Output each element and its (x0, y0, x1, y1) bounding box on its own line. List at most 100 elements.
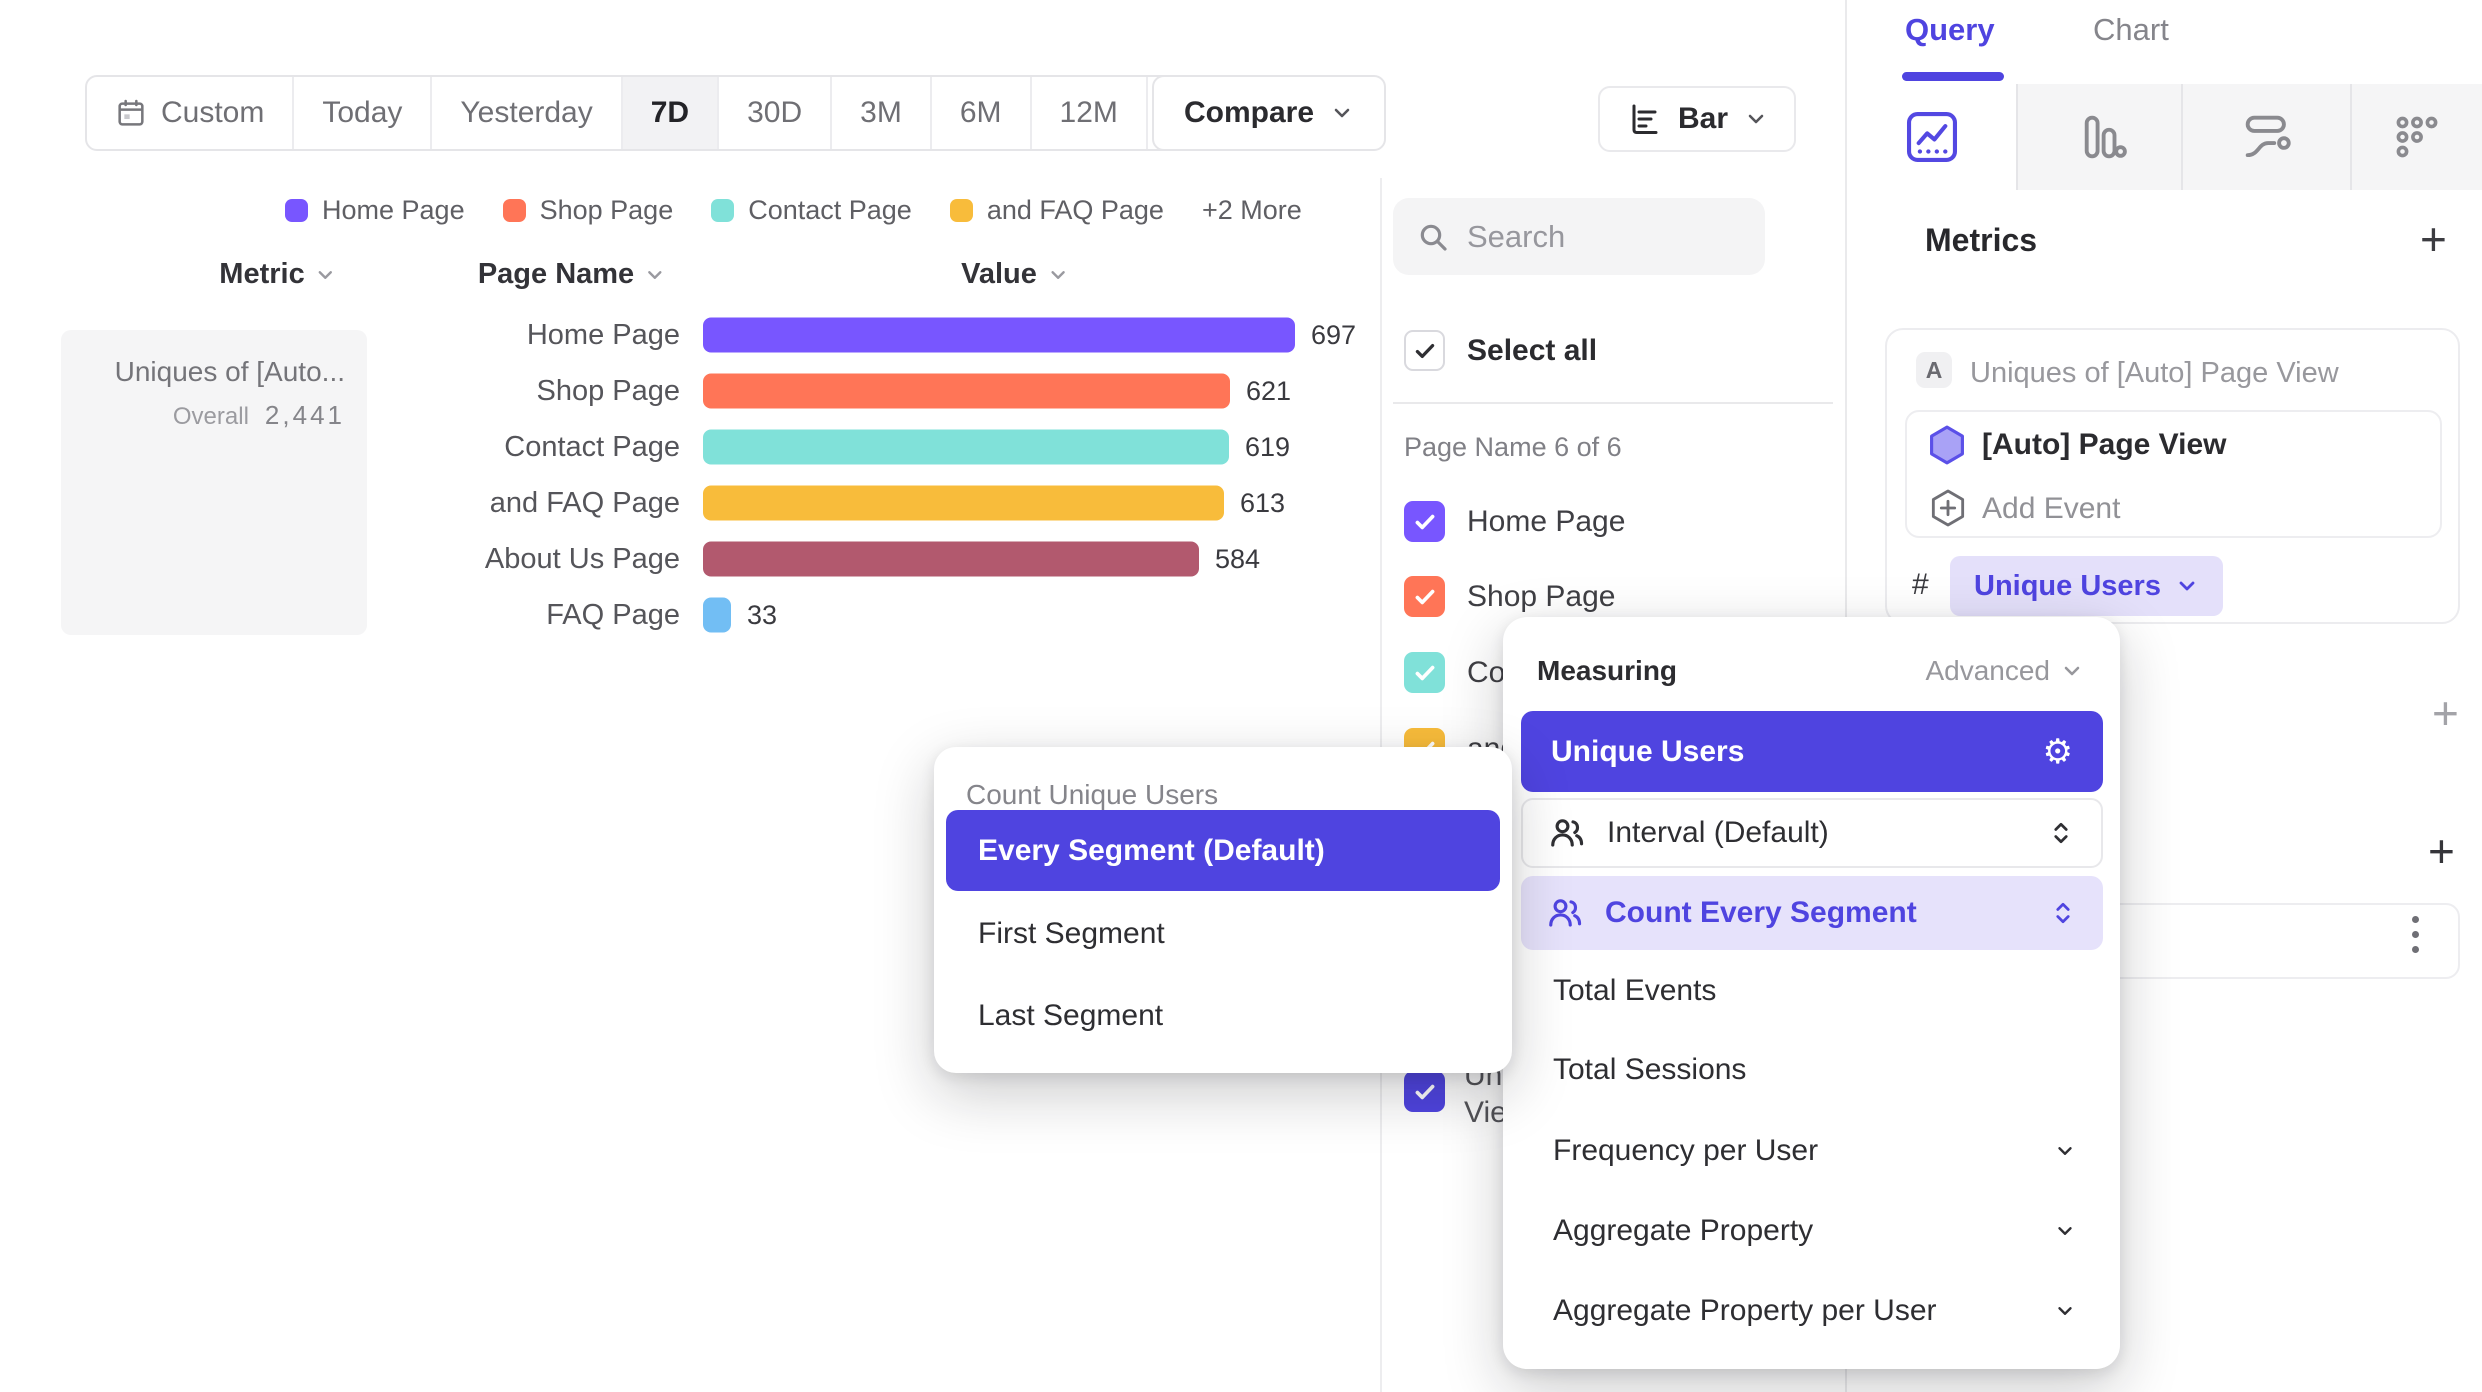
bar[interactable] (703, 485, 1224, 521)
range-30d[interactable]: 30D (719, 77, 833, 149)
bar[interactable] (703, 317, 1295, 353)
column-header-metric[interactable]: Metric (219, 258, 336, 291)
event-hexagon-icon (1930, 425, 1964, 465)
tab-retention-chart[interactable] (2350, 84, 2482, 190)
add-event-hexagon-icon[interactable] (1928, 488, 1968, 528)
chevron-down-icon (1748, 114, 1764, 124)
event-card (1905, 410, 2442, 538)
segment-search-input[interactable]: Search (1393, 198, 1765, 275)
metric-card-title: Uniques of [Auto] Page View (1970, 357, 2339, 389)
chevron-down-icon (319, 270, 333, 279)
tab-chart[interactable]: Chart (2093, 12, 2169, 47)
range-6m[interactable]: 6M (932, 77, 1032, 149)
bar-value: 613 (1240, 488, 1286, 518)
chevron-down-icon (2058, 1147, 2072, 1155)
checkbox[interactable] (1404, 501, 1445, 542)
search-icon (1420, 224, 1447, 251)
chart-row: and FAQ Page 613 (0, 475, 1380, 531)
people-icon (1549, 899, 1582, 927)
measuring-option-total-events[interactable]: Total Events (1553, 974, 1717, 1007)
select-all-checkbox[interactable]: Select all (1404, 330, 1597, 371)
bar[interactable] (703, 597, 731, 633)
checkbox[interactable] (1404, 330, 1445, 371)
count-option-every-segment-selected[interactable]: Every Segment (Default) (946, 810, 1500, 891)
vertical-bars-icon (2084, 115, 2127, 159)
event-name[interactable]: [Auto] Page View (1982, 428, 2227, 461)
legend-item[interactable]: Home Page (285, 195, 465, 226)
range-custom[interactable]: Custom (87, 77, 295, 149)
metric-series-checkbox[interactable] (1404, 1071, 1445, 1112)
bar-value: 584 (1215, 544, 1261, 574)
measuring-option-total-sessions[interactable]: Total Sessions (1553, 1053, 1747, 1086)
bar[interactable] (703, 541, 1199, 577)
count-unique-users-popover: Count Unique Users Every Segment (Defaul… (934, 747, 1512, 1073)
measurement-dropdown[interactable]: Unique Users (1950, 556, 2223, 616)
add-filter-button[interactable]: + (2432, 687, 2459, 739)
legend-item[interactable]: Shop Page (502, 195, 673, 226)
kebab-menu-icon[interactable] (2412, 916, 2419, 953)
tab-insights-chart[interactable] (1847, 84, 2016, 190)
chevron-down-icon (648, 270, 662, 279)
legend-more[interactable]: +2 More (1201, 194, 1302, 225)
check-icon (1415, 665, 1434, 680)
up-down-chevrons-icon (2056, 902, 2070, 924)
chevron-down-icon (2058, 1307, 2072, 1315)
bar[interactable] (703, 429, 1229, 465)
measuring-option-aggregate-property-per-user[interactable]: Aggregate Property per User (1553, 1291, 2076, 1331)
metric-summary-cell[interactable]: Uniques of [Auto... Overall 2,441 (61, 330, 367, 635)
tab-funnels-chart[interactable] (2016, 84, 2181, 190)
column-header-page-name[interactable]: Page Name (478, 258, 666, 291)
checkbox[interactable] (1404, 652, 1445, 693)
range-yesterday[interactable]: Yesterday (432, 77, 623, 149)
tab-flows-chart[interactable] (2181, 84, 2350, 190)
checkbox[interactable] (1404, 576, 1445, 617)
filter-section-label: Page Name 6 of 6 (1404, 432, 1622, 462)
legend-item[interactable]: and FAQ Page (949, 195, 1164, 226)
segment-checkbox-shop-page[interactable]: Shop Page (1404, 576, 1615, 617)
compare-button[interactable]: Compare (1152, 75, 1387, 151)
legend-swatch (711, 198, 735, 222)
segment-checkbox-home-page[interactable]: Home Page (1404, 501, 1625, 542)
active-tab-indicator (1902, 72, 2004, 81)
tab-query[interactable]: Query (1905, 12, 1995, 47)
bar-category-label: About Us Page (484, 543, 680, 575)
check-icon (1415, 514, 1434, 529)
chevron-down-icon (2179, 581, 2195, 591)
overall-label: Overall (172, 403, 249, 430)
chart-row: Contact Page 619 (0, 419, 1380, 475)
legend-swatch (285, 198, 308, 222)
dots-grid-icon (2396, 116, 2438, 158)
count-segment-selector[interactable]: Count Every Segment (1521, 876, 2103, 950)
measuring-option-unique-users-selected[interactable]: Unique Users ⚙ (1521, 711, 2103, 792)
chevron-down-icon (2064, 666, 2080, 676)
column-header-value[interactable]: Value (961, 258, 1069, 291)
legend-item[interactable]: Contact Page (711, 195, 912, 226)
range-7d[interactable]: 7D (622, 77, 720, 149)
insights-line-chart-icon (1906, 111, 1957, 163)
count-option-first-segment[interactable]: First Segment (978, 917, 1165, 950)
measuring-option-aggregate-property[interactable]: Aggregate Property (1553, 1211, 2076, 1251)
bar[interactable] (703, 373, 1230, 409)
range-today[interactable]: Today (294, 77, 433, 149)
bar-category-label: Shop Page (536, 375, 680, 407)
range-3m[interactable]: 3M (832, 77, 932, 149)
chart-type-tab-strip (1847, 84, 2482, 190)
legend-swatch (949, 198, 973, 222)
check-icon (1415, 589, 1434, 604)
count-popover-title: Count Unique Users (966, 779, 1219, 810)
add-metric-button[interactable]: + (2420, 213, 2447, 265)
chart-type-dropdown-button[interactable]: Bar (1598, 86, 1797, 152)
overall-value: 2,441 (264, 400, 345, 430)
measurement-hash-icon: # (1912, 568, 1929, 601)
count-option-last-segment[interactable]: Last Segment (978, 999, 1164, 1032)
interval-selector[interactable]: Interval (Default) (1521, 798, 2103, 868)
bar-category-label: FAQ Page (546, 599, 680, 631)
add-event-button[interactable]: Add Event (1982, 492, 2121, 525)
gear-icon[interactable]: ⚙ (2042, 731, 2073, 772)
metrics-section-title: Metrics (1925, 222, 2038, 258)
advanced-dropdown[interactable]: Advanced (1925, 655, 2084, 687)
range-12m[interactable]: 12M (1032, 77, 1148, 149)
measuring-option-frequency-per-user[interactable]: Frequency per User (1553, 1131, 2076, 1171)
bar-value: 619 (1245, 432, 1291, 462)
add-breakdown-button[interactable]: + (2428, 825, 2455, 877)
